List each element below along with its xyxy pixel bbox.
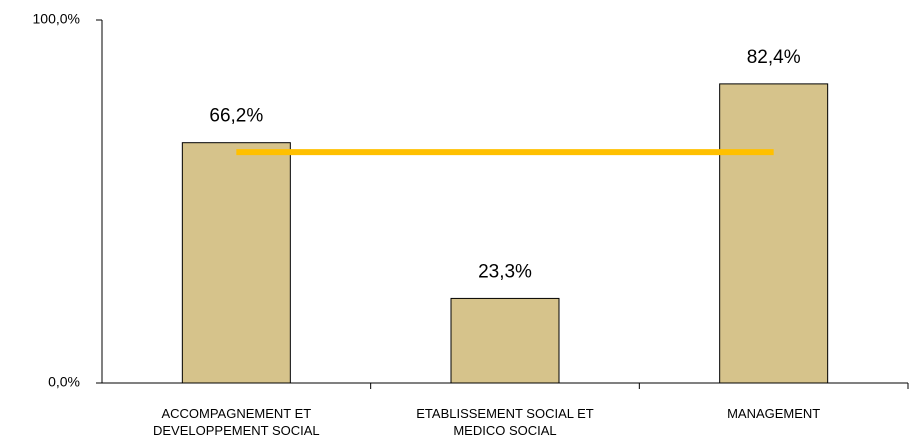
y-tick-label: 100,0% xyxy=(33,11,80,27)
data-label: 66,2% xyxy=(209,106,263,127)
bar xyxy=(181,142,291,384)
y-tick-label: 0,0% xyxy=(48,374,80,390)
bar xyxy=(719,83,829,384)
x-tick-label: MANAGEMENT xyxy=(727,406,821,421)
x-tick-label: ETABLISSEMENT SOCIAL ET MEDICO SOCIAL xyxy=(416,406,594,438)
data-label: 82,4% xyxy=(747,47,801,68)
data-label: 23,3% xyxy=(478,261,532,282)
bar xyxy=(450,297,560,384)
x-tick-label: ACCOMPAGNEMENT ET DEVELOPPEMENT SOCIAL xyxy=(153,406,320,438)
